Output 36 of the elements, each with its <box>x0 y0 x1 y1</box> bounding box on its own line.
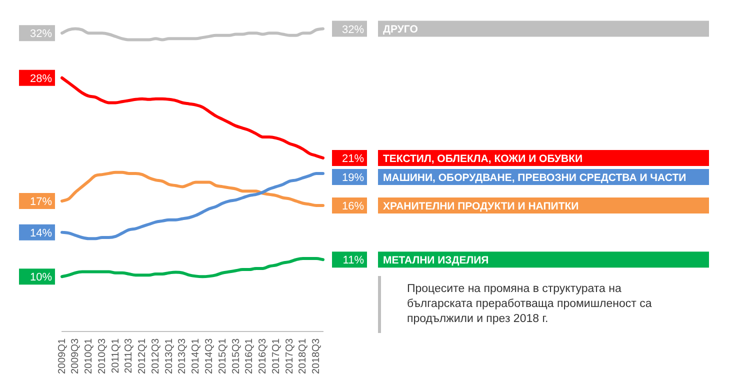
x-tick-label: 2013Q3 <box>177 338 188 374</box>
x-tick-label: 2009Q3 <box>70 338 82 374</box>
data-label: 16% <box>342 200 364 213</box>
x-tick-label: 2017Q1 <box>270 338 282 374</box>
data-label: 11% <box>342 254 364 267</box>
data-label: 21% <box>342 153 364 166</box>
data-label: 14% <box>30 227 52 240</box>
data-label: 32% <box>30 28 52 40</box>
x-tick-label: 2013Q1 <box>164 338 175 374</box>
x-tick-label: 2014Q3 <box>204 338 215 374</box>
legend-label: ТЕКСТИЛ, ОБЛЕКЛА, КОЖИ И ОБУВКИ <box>383 152 583 165</box>
x-tick-label: 2011Q3 <box>124 338 135 374</box>
legend-label: ДРУГО <box>383 24 418 36</box>
x-tick-label: 2011Q1 <box>110 338 122 374</box>
data-label: 28% <box>30 72 52 85</box>
x-tick-label: 2015Q1 <box>217 338 228 374</box>
x-tick-label: 2014Q1 <box>190 338 202 374</box>
x-tick-label: 2018Q1 <box>298 338 309 374</box>
x-tick-label: 2017Q3 <box>284 338 296 374</box>
x-tick-label: 2009Q1 <box>56 338 68 374</box>
x-tick-label: 2015Q3 <box>230 338 242 374</box>
data-label: 32% <box>342 24 364 36</box>
x-tick-label: 2012Q3 <box>150 338 162 374</box>
x-tick-label: 2018Q3 <box>311 338 322 374</box>
data-label: 10% <box>30 272 52 284</box>
text: Процесите на промяна в структурата на българската преработваща промишленост са продължили и през 2018 г. <box>378 276 677 333</box>
x-tick-label: 2010Q3 <box>96 338 108 374</box>
legend-label: МЕТАЛНИ ИЗДЕЛИЯ <box>383 254 489 266</box>
x-tick-label: 2012Q1 <box>137 338 148 374</box>
legend-label: ХРАНИТЕЛНИ ПРОДУКТИ И НАПИТКИ <box>383 200 579 212</box>
data-label: 19% <box>342 172 364 184</box>
x-tick-label: 2010Q1 <box>84 338 95 374</box>
x-tick-label: 2016Q3 <box>258 338 269 374</box>
data-label: 17% <box>30 196 52 208</box>
x-tick-label: 2016Q1 <box>244 338 256 374</box>
legend-label: МАШИНИ, ОБОРУДВАНЕ, ПРЕВОЗНИ СРЕДСТВА И ЧАСТИ <box>383 172 686 184</box>
